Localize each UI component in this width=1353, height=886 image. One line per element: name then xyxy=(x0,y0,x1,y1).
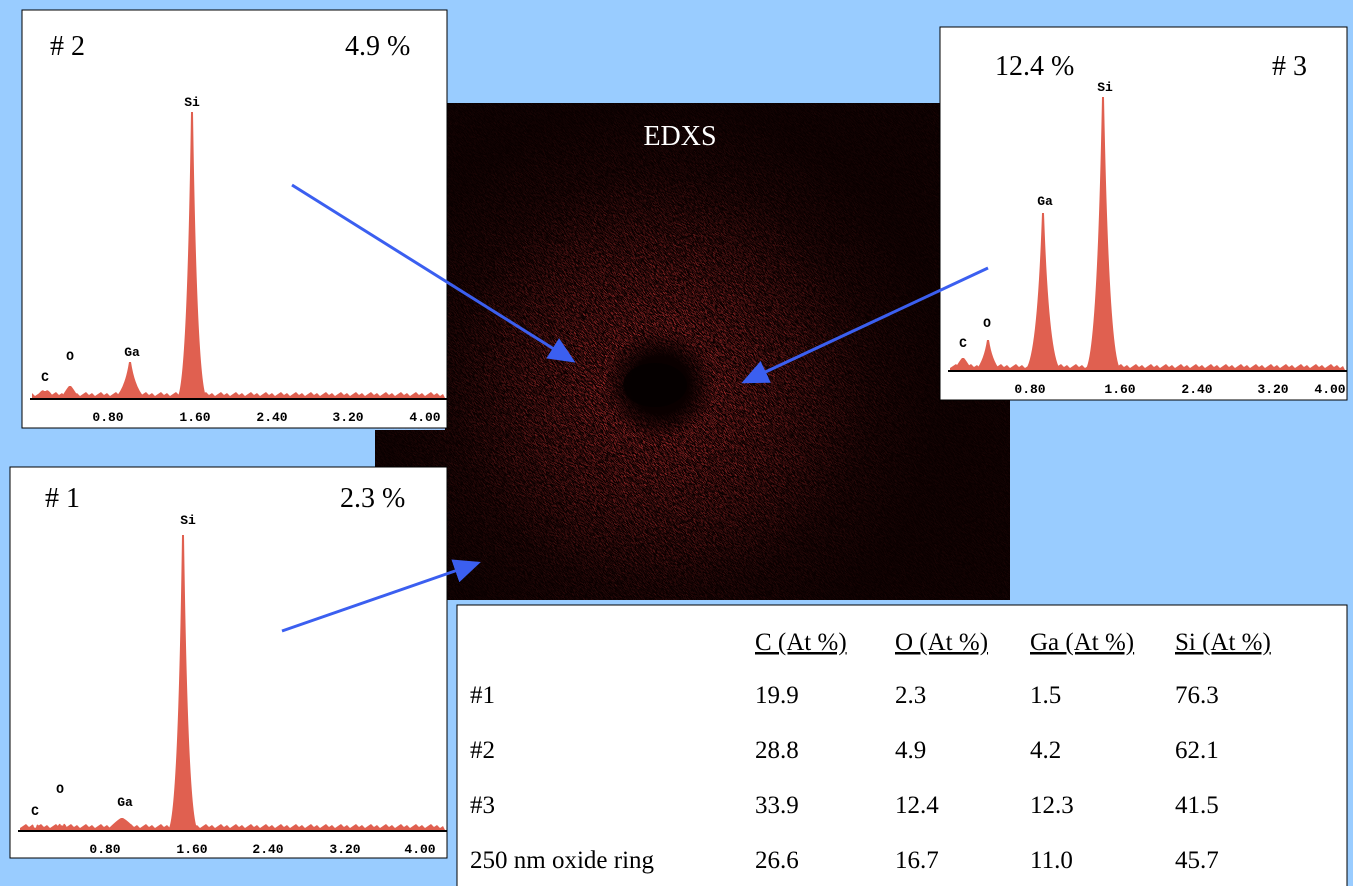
table-cell: 62.1 xyxy=(1175,737,1219,764)
column-header: C (At %) xyxy=(755,629,847,656)
x-tick-label: 4.00 xyxy=(1314,382,1345,397)
peak-label: Si xyxy=(184,95,200,110)
edxs-map: EDXS xyxy=(375,103,1011,601)
spectrum-peak xyxy=(976,340,1000,370)
x-tick-label: 3.20 xyxy=(329,842,360,857)
x-tick-label: 0.80 xyxy=(92,410,123,425)
table-cell: 4.2 xyxy=(1030,737,1061,764)
spectrum-peak xyxy=(29,824,41,830)
peak-label: O xyxy=(56,782,64,797)
spectrum-peak xyxy=(36,390,54,398)
spectrum-peak xyxy=(1025,213,1061,370)
peak-label: O xyxy=(983,316,991,331)
table-cell: 11.0 xyxy=(1030,847,1073,874)
table-cell: 76.3 xyxy=(1175,682,1219,709)
panel-box xyxy=(939,26,1348,401)
spectrum-peak xyxy=(61,386,79,398)
x-tick-label: 2.40 xyxy=(256,410,287,425)
x-tick-label: 1.60 xyxy=(179,410,210,425)
spectrum-percent: 2.3 % xyxy=(340,483,405,514)
table-cell: 28.8 xyxy=(755,737,799,764)
arrow xyxy=(281,559,481,633)
x-tick-label: 0.80 xyxy=(89,842,120,857)
row-label: 250 nm oxide ring xyxy=(470,847,655,874)
x-tick-label: 4.00 xyxy=(404,842,435,857)
spectrum-peak xyxy=(1085,97,1121,370)
column-header: Si (At %) xyxy=(1175,629,1271,656)
row-label: #3 xyxy=(470,792,495,819)
arrow xyxy=(741,266,989,384)
peak-label: C xyxy=(31,804,39,819)
spectrum-id: # 2 xyxy=(50,31,85,62)
x-tick-label: 4.00 xyxy=(409,410,440,425)
spectrum-percent: 4.9 % xyxy=(345,31,410,62)
table-cell: 1.5 xyxy=(1030,682,1061,709)
row-label: #2 xyxy=(470,737,495,764)
table-cell: 2.3 xyxy=(895,682,926,709)
table-cell: 4.9 xyxy=(895,737,926,764)
arrows xyxy=(281,183,989,633)
table-cell: 12.3 xyxy=(1030,792,1074,819)
panel-box xyxy=(9,466,448,859)
x-tick-label: 3.20 xyxy=(1257,382,1288,397)
peak-label: O xyxy=(66,349,74,364)
spectrum-panel: Si Ga O C 0.80 1.60 2.40 3.20 4.00 # 1 2.3 % xyxy=(9,466,448,859)
row-label: #1 xyxy=(470,682,495,709)
peak-label: Si xyxy=(1097,80,1113,95)
x-tick-label: 0.80 xyxy=(1014,382,1045,397)
arrow xyxy=(291,183,576,363)
spectrum-percent: 12.4 % xyxy=(995,51,1074,82)
table-box xyxy=(456,604,1348,886)
table-cell: 19.9 xyxy=(755,682,799,709)
table-cell: 12.4 xyxy=(895,792,939,819)
spectrum-peak xyxy=(168,535,198,830)
image-label: EDXS xyxy=(643,121,716,152)
spectrum-peak xyxy=(107,818,137,830)
x-tick-label: 2.40 xyxy=(1181,382,1212,397)
table-cell: 41.5 xyxy=(1175,792,1219,819)
x-tick-label: 1.60 xyxy=(176,842,207,857)
table-cell: 26.6 xyxy=(755,847,799,874)
peak-label: C xyxy=(41,370,49,385)
peak-label: C xyxy=(959,336,967,351)
table-cell: 45.7 xyxy=(1175,847,1219,874)
table-cell: 16.7 xyxy=(895,847,939,874)
spectrum-peak xyxy=(56,823,68,830)
peak-label: Si xyxy=(180,513,196,528)
panel-box xyxy=(21,9,448,429)
x-tick-label: 2.40 xyxy=(252,842,283,857)
x-tick-label: 3.20 xyxy=(332,410,363,425)
spectrum-panel: Si Ga O C 0.80 1.60 2.40 3.20 4.00 # 3 12.4 % xyxy=(939,26,1348,401)
spectrum-id: # 1 xyxy=(45,483,80,514)
spectrum-panel: Si Ga O C 0.80 1.60 2.40 3.20 4.00 # 2 4.9 % xyxy=(21,9,448,429)
spectrum-id: # 3 xyxy=(1272,51,1307,82)
column-header: O (At %) xyxy=(895,629,988,656)
spectrum-peak xyxy=(177,112,207,398)
peak-label: Ga xyxy=(124,345,140,360)
peak-label: Ga xyxy=(117,795,133,810)
column-header: Ga (At %) xyxy=(1030,629,1134,656)
table: C (At %) O (At %) Ga (At %) Si (At %) #1 19.9… xyxy=(456,604,1348,886)
table-cell: 33.9 xyxy=(755,792,799,819)
spectrum-peak xyxy=(115,362,145,398)
x-tick-label: 1.60 xyxy=(1104,382,1135,397)
spectrum-peak xyxy=(954,358,972,370)
peak-label: Ga xyxy=(1037,194,1053,209)
